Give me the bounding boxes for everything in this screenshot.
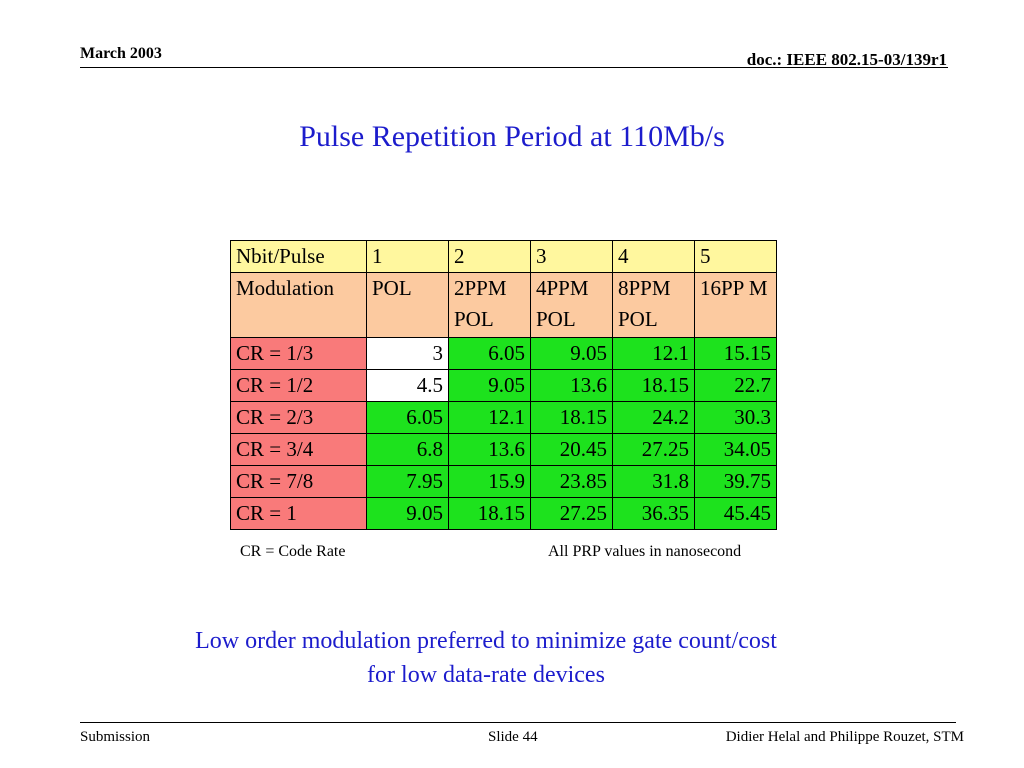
nbit-cell: 3	[530, 240, 613, 273]
prp-table: Nbit/Pulse 1 2 3 4 5 Modulation POL 2PPM…	[230, 240, 777, 530]
modulation-cell: POL	[366, 272, 449, 338]
table-cell: 9.05	[448, 369, 531, 402]
footer-authors: Didier Helal and Philippe Rouzet, STM	[725, 729, 964, 745]
nbit-cell: 2	[448, 240, 531, 273]
header-doc-id: doc.: IEEE 802.15-03/139r1	[746, 50, 947, 69]
code-rate-label: CR = 2/3	[230, 401, 367, 434]
table-cell: 31.8	[612, 465, 695, 498]
nbit-row: Nbit/Pulse 1 2 3 4 5	[230, 240, 777, 273]
table-cell: 23.85	[530, 465, 613, 498]
table-cell: 7.95	[366, 465, 449, 498]
conclusion-line-2: for low data-rate devices	[367, 662, 605, 688]
table-cell: 24.2	[612, 401, 695, 434]
nbit-label: Nbit/Pulse	[230, 240, 367, 273]
table-cell: 3	[366, 337, 449, 370]
footer-slide-number: Slide 44	[488, 729, 538, 745]
table-cell: 34.05	[694, 433, 777, 466]
table-cell: 18.15	[612, 369, 695, 402]
table-row: CR = 1 9.05 18.15 27.25 36.35 45.45	[230, 497, 777, 530]
table-cell: 18.15	[448, 497, 531, 530]
code-rate-label: CR = 3/4	[230, 433, 367, 466]
modulation-cell: 8PPM POL	[612, 272, 695, 338]
table-cell: 6.05	[366, 401, 449, 434]
nbit-cell: 5	[694, 240, 777, 273]
table-cell: 15.15	[694, 337, 777, 370]
code-rate-note: CR = Code Rate	[240, 543, 346, 560]
slide-title: Pulse Repetition Period at 110Mb/s	[299, 120, 725, 153]
table-cell: 4.5	[366, 369, 449, 402]
nbit-cell: 1	[366, 240, 449, 273]
footer-divider	[80, 722, 956, 723]
nbit-cell: 4	[612, 240, 695, 273]
conclusion-text: Low order modulation preferred to minimi…	[0, 624, 972, 692]
conclusion-line-1: Low order modulation preferred to minimi…	[195, 628, 777, 654]
table-row: CR = 1/3 3 6.05 9.05 12.1 15.15	[230, 337, 777, 370]
table-row: CR = 1/2 4.5 9.05 13.6 18.15 22.7	[230, 369, 777, 402]
table-cell: 15.9	[448, 465, 531, 498]
modulation-cell: 4PPM POL	[530, 272, 613, 338]
table-cell: 27.25	[612, 433, 695, 466]
header-divider	[80, 67, 948, 68]
table-cell: 6.05	[448, 337, 531, 370]
modulation-label: Modulation	[230, 272, 367, 338]
table-cell: 9.05	[366, 497, 449, 530]
table-cell: 12.1	[612, 337, 695, 370]
table-cell: 13.6	[448, 433, 531, 466]
header-date: March 2003	[80, 45, 162, 62]
table-cell: 36.35	[612, 497, 695, 530]
code-rate-label: CR = 1	[230, 497, 367, 530]
code-rate-label: CR = 1/2	[230, 369, 367, 402]
table-cell: 13.6	[530, 369, 613, 402]
table-cell: 18.15	[530, 401, 613, 434]
table-cell: 12.1	[448, 401, 531, 434]
code-rate-label: CR = 7/8	[230, 465, 367, 498]
code-rate-label: CR = 1/3	[230, 337, 367, 370]
table-row: CR = 3/4 6.8 13.6 20.45 27.25 34.05	[230, 433, 777, 466]
modulation-row: Modulation POL 2PPM POL 4PPM POL 8PPM PO…	[230, 272, 777, 338]
table-cell: 39.75	[694, 465, 777, 498]
table-cell: 22.7	[694, 369, 777, 402]
footer-submission: Submission	[80, 729, 151, 745]
table-cell: 6.8	[366, 433, 449, 466]
modulation-cell: 16PP M	[694, 272, 777, 338]
table-cell: 45.45	[694, 497, 777, 530]
modulation-cell: 2PPM POL	[448, 272, 531, 338]
units-note: All PRP values in nanosecond	[548, 543, 742, 560]
table-cell: 20.45	[530, 433, 613, 466]
table-row: CR = 2/3 6.05 12.1 18.15 24.2 30.3	[230, 401, 777, 434]
table-row: CR = 7/8 7.95 15.9 23.85 31.8 39.75	[230, 465, 777, 498]
table-cell: 30.3	[694, 401, 777, 434]
table-cell: 27.25	[530, 497, 613, 530]
table-cell: 9.05	[530, 337, 613, 370]
